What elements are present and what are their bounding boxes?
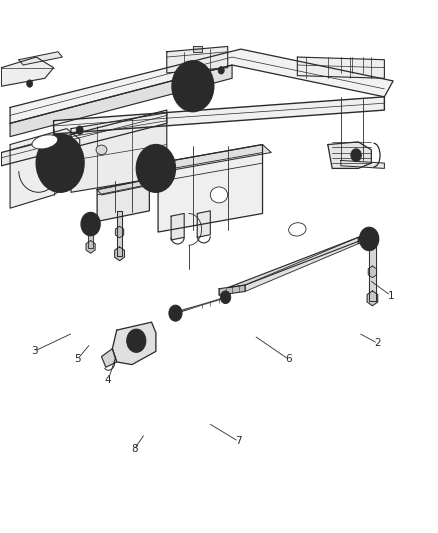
Ellipse shape: [96, 145, 107, 155]
Polygon shape: [228, 235, 376, 288]
Polygon shape: [358, 235, 376, 244]
Circle shape: [76, 126, 83, 134]
Circle shape: [81, 213, 100, 236]
Circle shape: [172, 61, 214, 112]
Polygon shape: [97, 179, 149, 221]
Circle shape: [85, 217, 96, 230]
Circle shape: [181, 71, 205, 101]
Circle shape: [55, 157, 65, 169]
Polygon shape: [158, 144, 262, 232]
Polygon shape: [115, 226, 124, 238]
Polygon shape: [245, 237, 358, 292]
Ellipse shape: [210, 187, 228, 203]
Polygon shape: [297, 57, 385, 78]
Polygon shape: [341, 160, 385, 168]
Polygon shape: [173, 296, 230, 314]
Circle shape: [46, 146, 74, 180]
Text: 3: 3: [31, 346, 37, 357]
Polygon shape: [171, 214, 184, 240]
Polygon shape: [71, 113, 167, 192]
Text: 2: 2: [374, 338, 381, 349]
Polygon shape: [1, 57, 53, 86]
Polygon shape: [1, 110, 167, 166]
Polygon shape: [115, 247, 124, 261]
Circle shape: [36, 134, 84, 192]
Polygon shape: [10, 49, 393, 123]
Text: 8: 8: [131, 445, 138, 455]
Circle shape: [136, 144, 176, 192]
Polygon shape: [10, 128, 80, 208]
Polygon shape: [367, 291, 378, 306]
Polygon shape: [193, 46, 201, 52]
Polygon shape: [113, 322, 156, 365]
Text: 4: 4: [105, 375, 111, 385]
Circle shape: [173, 310, 178, 317]
Polygon shape: [158, 144, 271, 171]
Polygon shape: [167, 46, 228, 73]
Polygon shape: [197, 211, 210, 237]
Circle shape: [169, 305, 182, 321]
Circle shape: [27, 80, 33, 87]
Polygon shape: [369, 243, 376, 301]
Polygon shape: [10, 65, 232, 136]
Circle shape: [127, 329, 146, 352]
Circle shape: [218, 67, 224, 74]
Circle shape: [220, 291, 231, 304]
Polygon shape: [328, 142, 371, 168]
Polygon shape: [368, 266, 377, 278]
Text: 1: 1: [388, 290, 394, 301]
Circle shape: [145, 155, 167, 182]
Polygon shape: [53, 97, 385, 134]
Polygon shape: [88, 225, 93, 248]
Text: 6: 6: [285, 354, 292, 364]
Ellipse shape: [32, 135, 58, 149]
Text: 5: 5: [74, 354, 81, 364]
Polygon shape: [97, 179, 154, 195]
Ellipse shape: [289, 223, 306, 236]
Circle shape: [360, 227, 379, 251]
Polygon shape: [19, 52, 62, 65]
Circle shape: [364, 232, 374, 245]
Polygon shape: [102, 349, 117, 367]
Polygon shape: [86, 240, 95, 253]
Circle shape: [351, 149, 361, 161]
Text: 7: 7: [235, 437, 242, 447]
Polygon shape: [219, 285, 245, 295]
Polygon shape: [117, 211, 122, 256]
